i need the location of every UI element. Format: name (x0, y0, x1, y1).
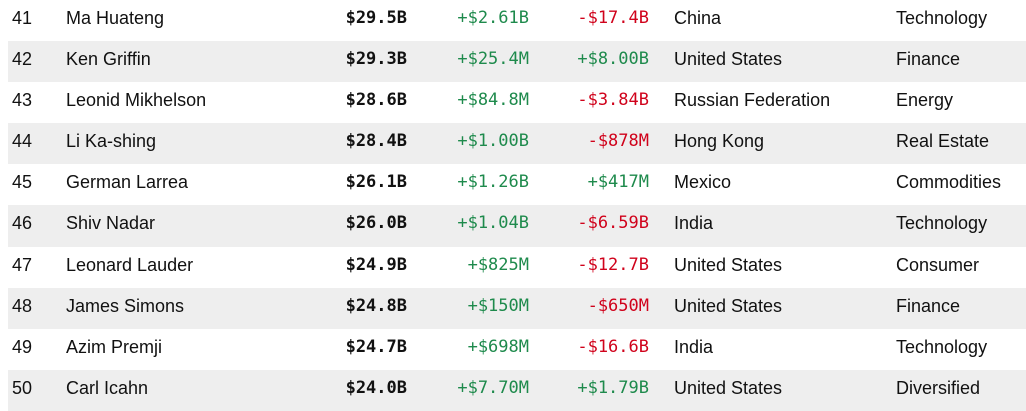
rank-cell: 43 (12, 90, 33, 111)
industry-cell: Finance (896, 49, 961, 70)
country-cell: China (674, 8, 722, 28)
ytd-change-cell: +$1.79B (577, 377, 649, 398)
rank-cell: 45 (12, 172, 33, 193)
net-worth-cell: $26.0B (345, 213, 407, 234)
country-cell: Russian Federation (674, 90, 831, 111)
industry-cell: Commodities (896, 172, 1002, 193)
name-cell: Li Ka-shing (66, 131, 157, 152)
net-worth-cell: $28.6B (345, 90, 407, 111)
net-worth-cell: $26.1B (345, 172, 407, 193)
table-row[interactable]: 41 Ma Huateng $29.5B +$2.61B -$17.4B Chi… (8, 0, 1026, 41)
industry-cell: Technology (896, 8, 988, 28)
table-row[interactable]: 49 Azim Premji $24.7B +$698M -$16.6B Ind… (8, 329, 1026, 370)
net-worth-cell: $24.9B (345, 254, 407, 275)
net-worth-cell: $24.7B (345, 336, 407, 357)
name-cell: Carl Icahn (66, 377, 149, 398)
table-row[interactable]: 50 Carl Icahn $24.0B +$7.70M +$1.79B Uni… (8, 369, 1026, 411)
table-row[interactable]: 47 Leonard Lauder $24.9B +$825M -$12.7B … (8, 247, 1026, 288)
last-change-cell: +$1.00B (457, 131, 529, 152)
table-row[interactable]: 44 Li Ka-shing $28.4B +$1.00B -$878M Hon… (8, 123, 1026, 165)
industry-cell: Technology (896, 213, 988, 234)
industry-cell: Consumer (896, 254, 980, 275)
rank-cell: 44 (12, 131, 33, 152)
table-row[interactable]: 45 German Larrea $26.1B +$1.26B +$417M M… (8, 164, 1026, 205)
name-cell: German Larrea (66, 172, 189, 193)
name-cell: Ken Griffin (66, 49, 151, 70)
ytd-change-cell: -$17.4B (577, 8, 649, 28)
net-worth-cell: $29.3B (345, 49, 407, 70)
country-cell: United States (674, 295, 783, 316)
ytd-change-cell: -$3.84B (577, 90, 649, 111)
last-change-cell: +$2.61B (457, 8, 529, 28)
rank-cell: 47 (12, 254, 33, 275)
last-change-cell: +$150M (467, 295, 529, 316)
ytd-change-cell: -$878M (587, 131, 649, 152)
last-change-cell: +$84.8M (457, 90, 529, 111)
name-cell: James Simons (66, 295, 185, 316)
rank-cell: 42 (12, 49, 33, 70)
name-cell: Azim Premji (66, 336, 163, 357)
country-cell: Mexico (674, 172, 732, 193)
country-cell: India (674, 213, 714, 234)
rank-cell: 49 (12, 336, 33, 357)
industry-cell: Diversified (896, 377, 981, 398)
country-cell: Hong Kong (674, 131, 765, 152)
last-change-cell: +$698M (467, 336, 529, 357)
country-cell: United States (674, 377, 783, 398)
rank-cell: 46 (12, 213, 33, 234)
last-change-cell: +$1.04B (457, 213, 529, 234)
table-row[interactable]: 43 Leonid Mikhelson $28.6B +$84.8M -$3.8… (8, 82, 1026, 123)
country-cell: United States (674, 254, 783, 275)
ytd-change-cell: -$6.59B (577, 213, 649, 234)
rank-cell: 48 (12, 295, 33, 316)
table-row[interactable]: 46 Shiv Nadar $26.0B +$1.04B -$6.59B Ind… (8, 205, 1026, 247)
ytd-change-cell: +$417M (587, 172, 649, 193)
industry-cell: Real Estate (896, 131, 990, 152)
ytd-change-cell: -$650M (587, 295, 649, 316)
net-worth-cell: $24.8B (345, 295, 407, 316)
country-cell: India (674, 336, 714, 357)
country-cell: United States (674, 49, 783, 70)
industry-cell: Technology (896, 336, 988, 357)
rank-cell: 50 (12, 377, 33, 398)
ytd-change-cell: -$16.6B (577, 336, 649, 357)
name-cell: Leonard Lauder (66, 254, 194, 275)
last-change-cell: +$25.4M (457, 49, 529, 70)
last-change-cell: +$1.26B (457, 172, 529, 193)
rank-cell: 41 (12, 8, 33, 28)
net-worth-cell: $24.0B (345, 377, 407, 398)
name-cell: Ma Huateng (66, 8, 165, 28)
table-row[interactable]: 42 Ken Griffin $29.3B +$25.4M +$8.00B Un… (8, 41, 1026, 83)
net-worth-cell: $28.4B (345, 131, 407, 152)
table-row[interactable]: 48 James Simons $24.8B +$150M -$650M Uni… (8, 287, 1026, 329)
industry-cell: Finance (896, 295, 961, 316)
industry-cell: Energy (896, 90, 954, 111)
ytd-change-cell: +$8.00B (577, 49, 649, 70)
last-change-cell: +$7.70M (457, 377, 529, 398)
name-cell: Shiv Nadar (66, 213, 156, 234)
net-worth-cell: $29.5B (345, 8, 407, 28)
name-cell: Leonid Mikhelson (66, 90, 207, 111)
last-change-cell: +$825M (467, 254, 529, 275)
ytd-change-cell: -$12.7B (577, 254, 649, 275)
